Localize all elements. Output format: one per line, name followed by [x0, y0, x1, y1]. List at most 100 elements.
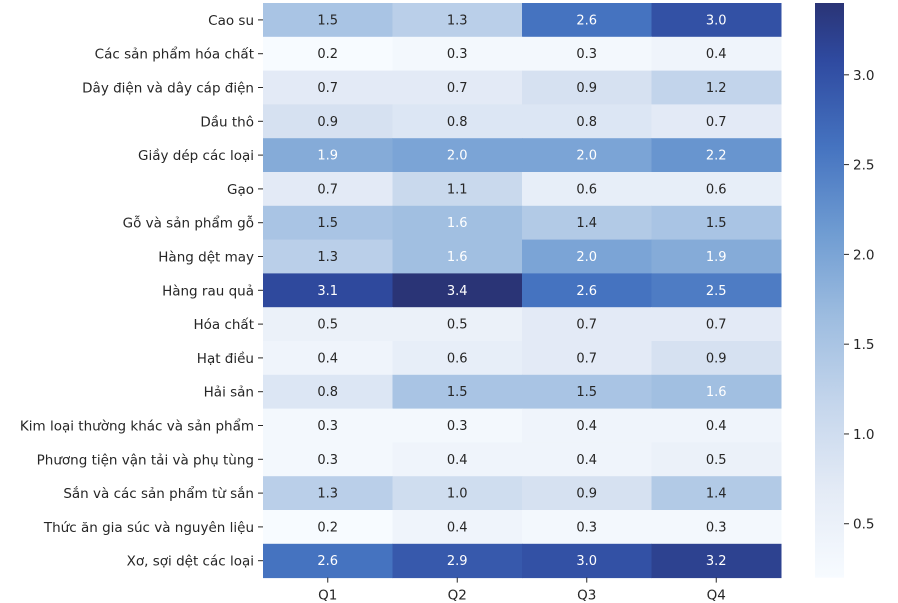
row-label: Kim loại thường khác và sản phẩm [20, 418, 254, 435]
colorbar-tick-label: 1.5 [853, 337, 874, 353]
heatmap-cell [522, 205, 652, 241]
heatmap-cell [392, 172, 523, 207]
heatmap-cell [522, 341, 652, 376]
colorbar-tick-label: 3.0 [853, 68, 874, 84]
cell-value-label: 0.4 [317, 351, 338, 366]
cell-value-label: 1.9 [706, 250, 727, 265]
cell-value-label: 2.0 [576, 149, 597, 164]
row-labels: Cao su Các sản phẩm hóa chất Dây điện và d… [20, 13, 263, 570]
heatmap-cell [522, 70, 652, 105]
heatmap-cell [263, 239, 393, 274]
cell-value-label: 0.5 [317, 318, 338, 333]
heatmap-cell [263, 273, 393, 308]
cell-value-label: 2.2 [706, 149, 727, 164]
row-label: Cao su [208, 13, 254, 29]
heatmap-cell [392, 104, 523, 139]
heatmap-cell [392, 273, 523, 308]
heatmap-cell [392, 307, 523, 342]
cell-value-label: 1.3 [317, 487, 338, 502]
colorbar-tick-label: 1.0 [853, 427, 874, 443]
heatmap-cell [263, 307, 393, 342]
cell-value-label: 0.7 [576, 318, 597, 333]
cell-value-label: 3.0 [706, 13, 727, 28]
row-label: Phương tiện vận tải và phụ tùng [37, 452, 254, 468]
heatmap-cell [522, 374, 652, 410]
cell-value-label: 0.4 [706, 419, 727, 434]
heatmap-cell [392, 374, 523, 410]
heatmap-cell [263, 510, 393, 545]
cell-value-label: 2.0 [576, 250, 597, 265]
cell-value-label: 2.9 [447, 554, 468, 569]
heatmap-cell [522, 239, 652, 274]
heatmap-cell [522, 510, 652, 545]
cell-value-label: 0.4 [447, 453, 468, 468]
column-label: Q3 [577, 588, 596, 603]
cell-value-label: 0.3 [447, 47, 468, 62]
row-label: Hạt điều [197, 350, 254, 367]
cell-value-label: 1.6 [447, 216, 468, 231]
heatmap-cell [651, 510, 782, 545]
cell-value-label: 0.4 [706, 47, 727, 62]
cell-value-label: 0.5 [706, 453, 727, 468]
heatmap-cell [392, 341, 523, 376]
row-label: Thức ăn gia súc và nguyên liệu [43, 520, 254, 536]
cell-value-label: 0.3 [706, 520, 727, 535]
cell-value-label: 1.3 [447, 13, 468, 28]
heatmap-cell [651, 408, 782, 443]
heatmap-cell [522, 408, 652, 443]
cell-value-label: 3.4 [447, 284, 468, 299]
cell-value-label: 1.3 [317, 250, 338, 265]
cell-value-label: 1.5 [706, 216, 727, 231]
row-label: Gạo [227, 182, 254, 198]
row-label: Gỗ và sản phẩm gỗ [123, 215, 254, 232]
heatmap-cell [263, 205, 393, 241]
cell-value-label: 1.5 [576, 385, 597, 400]
heatmap-cell [522, 36, 652, 72]
row-label: Xơ, sợi dệt các loại [127, 554, 254, 570]
heatmap-cell [392, 408, 523, 443]
cell-value-label: 1.2 [706, 81, 727, 96]
row-label: Sắn và các sản phẩm từ sắn [63, 485, 254, 502]
cell-value-label: 1.9 [317, 149, 338, 164]
row-label: Các sản phẩm hóa chất [95, 46, 254, 63]
heatmap-cell [263, 543, 393, 579]
cell-value-label: 2.5 [706, 284, 727, 299]
column-label: Q4 [707, 588, 726, 603]
cell-value-label: 0.5 [447, 318, 468, 333]
heatmap-cell [522, 476, 652, 511]
heatmap-cell [263, 476, 393, 511]
row-label: Hàng rau quả [162, 283, 254, 299]
cell-value-label: 1.5 [447, 385, 468, 400]
colorbar-gradient [815, 3, 844, 578]
heatmap-cell [651, 307, 782, 342]
cell-value-label: 0.9 [317, 115, 338, 130]
cell-value-label: 2.6 [317, 554, 338, 569]
heatmap-cell [263, 70, 393, 105]
heatmap-cell [522, 172, 652, 207]
cell-value-label: 0.9 [576, 487, 597, 502]
cell-value-label: 0.7 [576, 351, 597, 366]
cell-value-label: 2.6 [576, 13, 597, 28]
cell-value-label: 1.1 [447, 182, 468, 197]
colorbar-tick-label: 2.5 [853, 158, 874, 174]
cell-value-label: 0.7 [317, 81, 338, 96]
cell-value-label: 0.6 [706, 182, 727, 197]
cell-value-label: 0.3 [576, 47, 597, 62]
cell-value-label: 2.0 [447, 149, 468, 164]
heatmap-cell [392, 138, 523, 173]
heatmap-cell [263, 442, 393, 477]
heatmap-cell [522, 3, 652, 38]
heatmap-cell [263, 172, 393, 207]
heatmap-cell [522, 138, 652, 173]
column-label: Q1 [318, 588, 337, 603]
heatmap-cell [651, 239, 782, 274]
heatmap-cell [651, 273, 782, 308]
cell-value-label: 0.4 [576, 453, 597, 468]
heatmap-cell [651, 543, 782, 579]
colorbar: 0.5 1.0 1.5 2.0 2.5 3.0 [815, 3, 874, 578]
heatmap-cell [263, 3, 393, 38]
cell-value-label: 1.4 [576, 216, 597, 231]
heatmap-cell [392, 36, 523, 72]
cell-value-label: 0.2 [317, 520, 338, 535]
heatmap-cell [522, 273, 652, 308]
